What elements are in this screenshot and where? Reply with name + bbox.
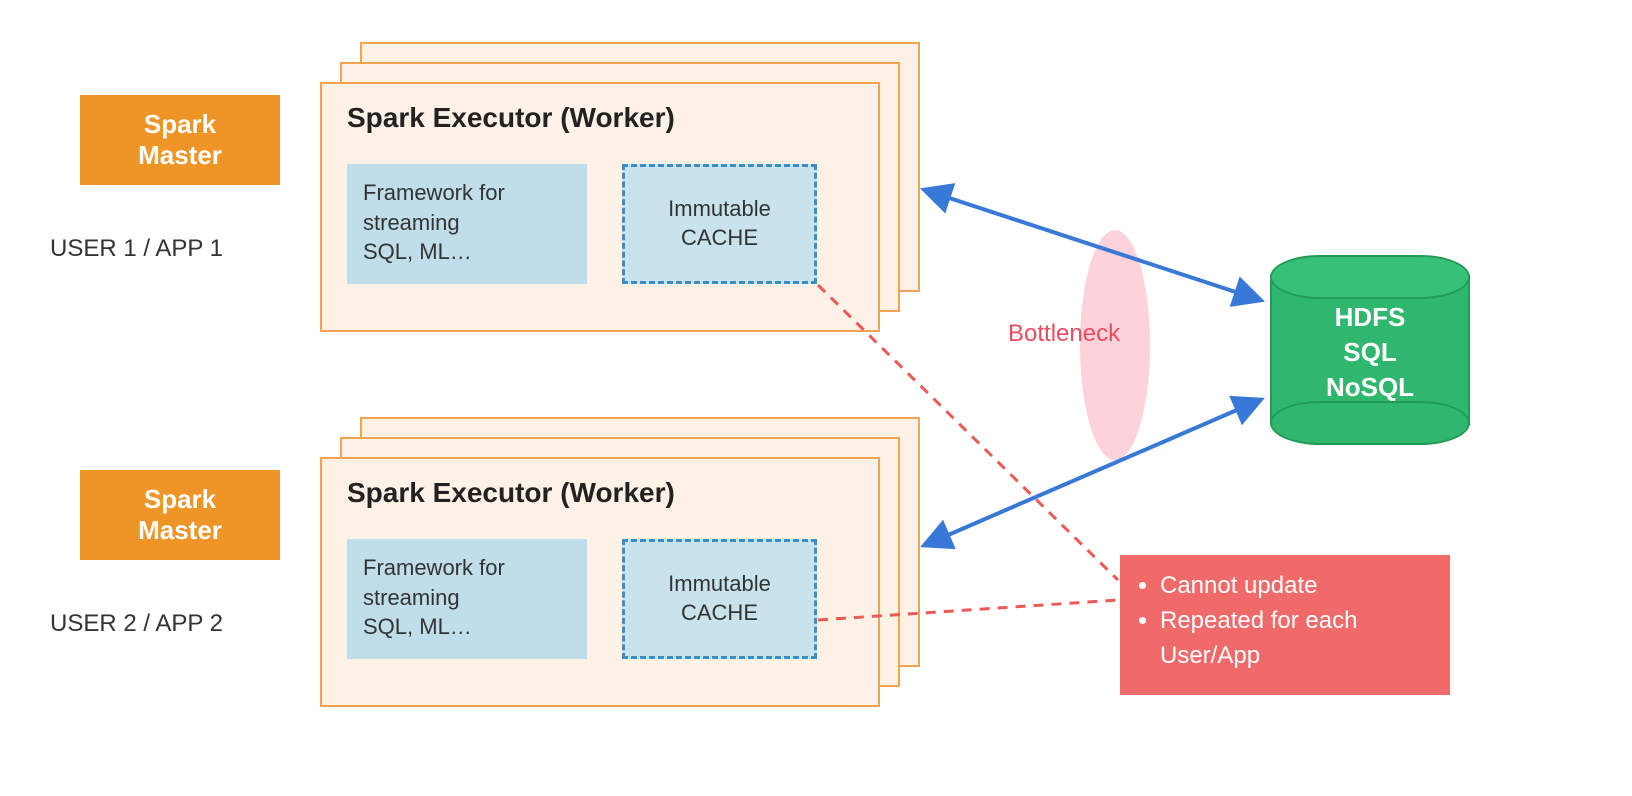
problem-item-1: Cannot update bbox=[1160, 569, 1432, 604]
db-top bbox=[1270, 255, 1470, 299]
database-cylinder: HDFS SQL NoSQL bbox=[1270, 255, 1470, 445]
db-text: HDFS SQL NoSQL bbox=[1270, 300, 1470, 405]
db-line3: NoSQL bbox=[1270, 370, 1470, 405]
user1-label: USER 1 / APP 1 bbox=[50, 235, 223, 263]
problem-item-2: Repeated for each User/App bbox=[1160, 604, 1432, 674]
spark-master-2-label: SparkMaster bbox=[138, 484, 222, 546]
executor-card-1-front: Spark Executor (Worker) Framework for st… bbox=[320, 82, 880, 332]
diagram-stage: SparkMaster USER 1 / APP 1 Spark Executo… bbox=[0, 0, 1632, 796]
spark-master-2: SparkMaster bbox=[80, 470, 280, 560]
problem-box: Cannot update Repeated for each User/App bbox=[1120, 555, 1450, 695]
executor-2-cache: ImmutableCACHE bbox=[622, 539, 817, 659]
executor-2-title: Spark Executor (Worker) bbox=[347, 477, 675, 509]
db-line2: SQL bbox=[1270, 335, 1470, 370]
executor-1-title: Spark Executor (Worker) bbox=[347, 102, 675, 134]
executor-card-2-front: Spark Executor (Worker) Framework for st… bbox=[320, 457, 880, 707]
spark-master-1: SparkMaster bbox=[80, 95, 280, 185]
executor-1-framework: Framework for streamingSQL, ML… bbox=[347, 164, 587, 284]
db-line1: HDFS bbox=[1270, 300, 1470, 335]
bottleneck-label: Bottleneck bbox=[1008, 320, 1120, 348]
spark-master-1-label: SparkMaster bbox=[138, 109, 222, 171]
executor-1-cache: ImmutableCACHE bbox=[622, 164, 817, 284]
executor-2-framework: Framework for streamingSQL, ML… bbox=[347, 539, 587, 659]
user2-label: USER 2 / APP 2 bbox=[50, 610, 223, 638]
db-bottom bbox=[1270, 401, 1470, 445]
